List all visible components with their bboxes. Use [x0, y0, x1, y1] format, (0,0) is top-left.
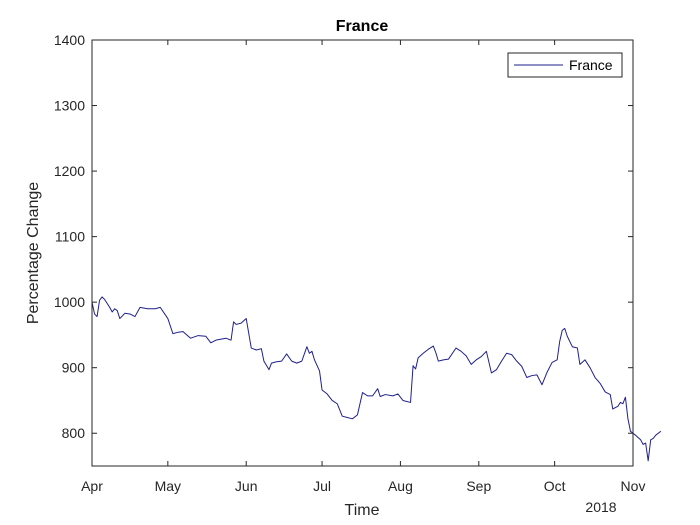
x-tick-label: Jun — [235, 478, 258, 494]
y-tick-label: 1000 — [54, 294, 85, 310]
x-axis-ticks: Apr May Jun Jul Aug Sep Oct Nov — [81, 40, 645, 494]
y-tick-label: 900 — [62, 360, 86, 376]
x-tick-label: Sep — [466, 478, 491, 494]
x-tick-label: Jul — [313, 478, 331, 494]
x-tick-label: Nov — [621, 478, 646, 494]
y-tick-label: 1200 — [54, 163, 85, 179]
y-tick-label: 1100 — [55, 229, 85, 245]
x-tick-label: Aug — [388, 478, 413, 494]
x-axis-title: Time — [345, 502, 380, 519]
legend-label-france: France — [569, 57, 613, 73]
series-layer — [91, 296, 662, 462]
plot-area — [92, 40, 633, 466]
series-line-france — [91, 296, 662, 462]
y-tick-label: 1300 — [54, 98, 85, 114]
y-tick-label: 1400 — [54, 32, 85, 48]
x-tick-label: Apr — [81, 478, 103, 494]
legend: France — [507, 52, 623, 78]
plot-frame — [91, 39, 634, 467]
x-tick-label: May — [155, 478, 181, 494]
x-tick-label: Oct — [544, 478, 566, 494]
x-axis-year-label: 2018 — [585, 499, 616, 515]
y-axis-title: Percentage Change — [25, 182, 42, 324]
y-tick-label: 800 — [62, 425, 86, 441]
chart-title: France — [336, 18, 389, 35]
